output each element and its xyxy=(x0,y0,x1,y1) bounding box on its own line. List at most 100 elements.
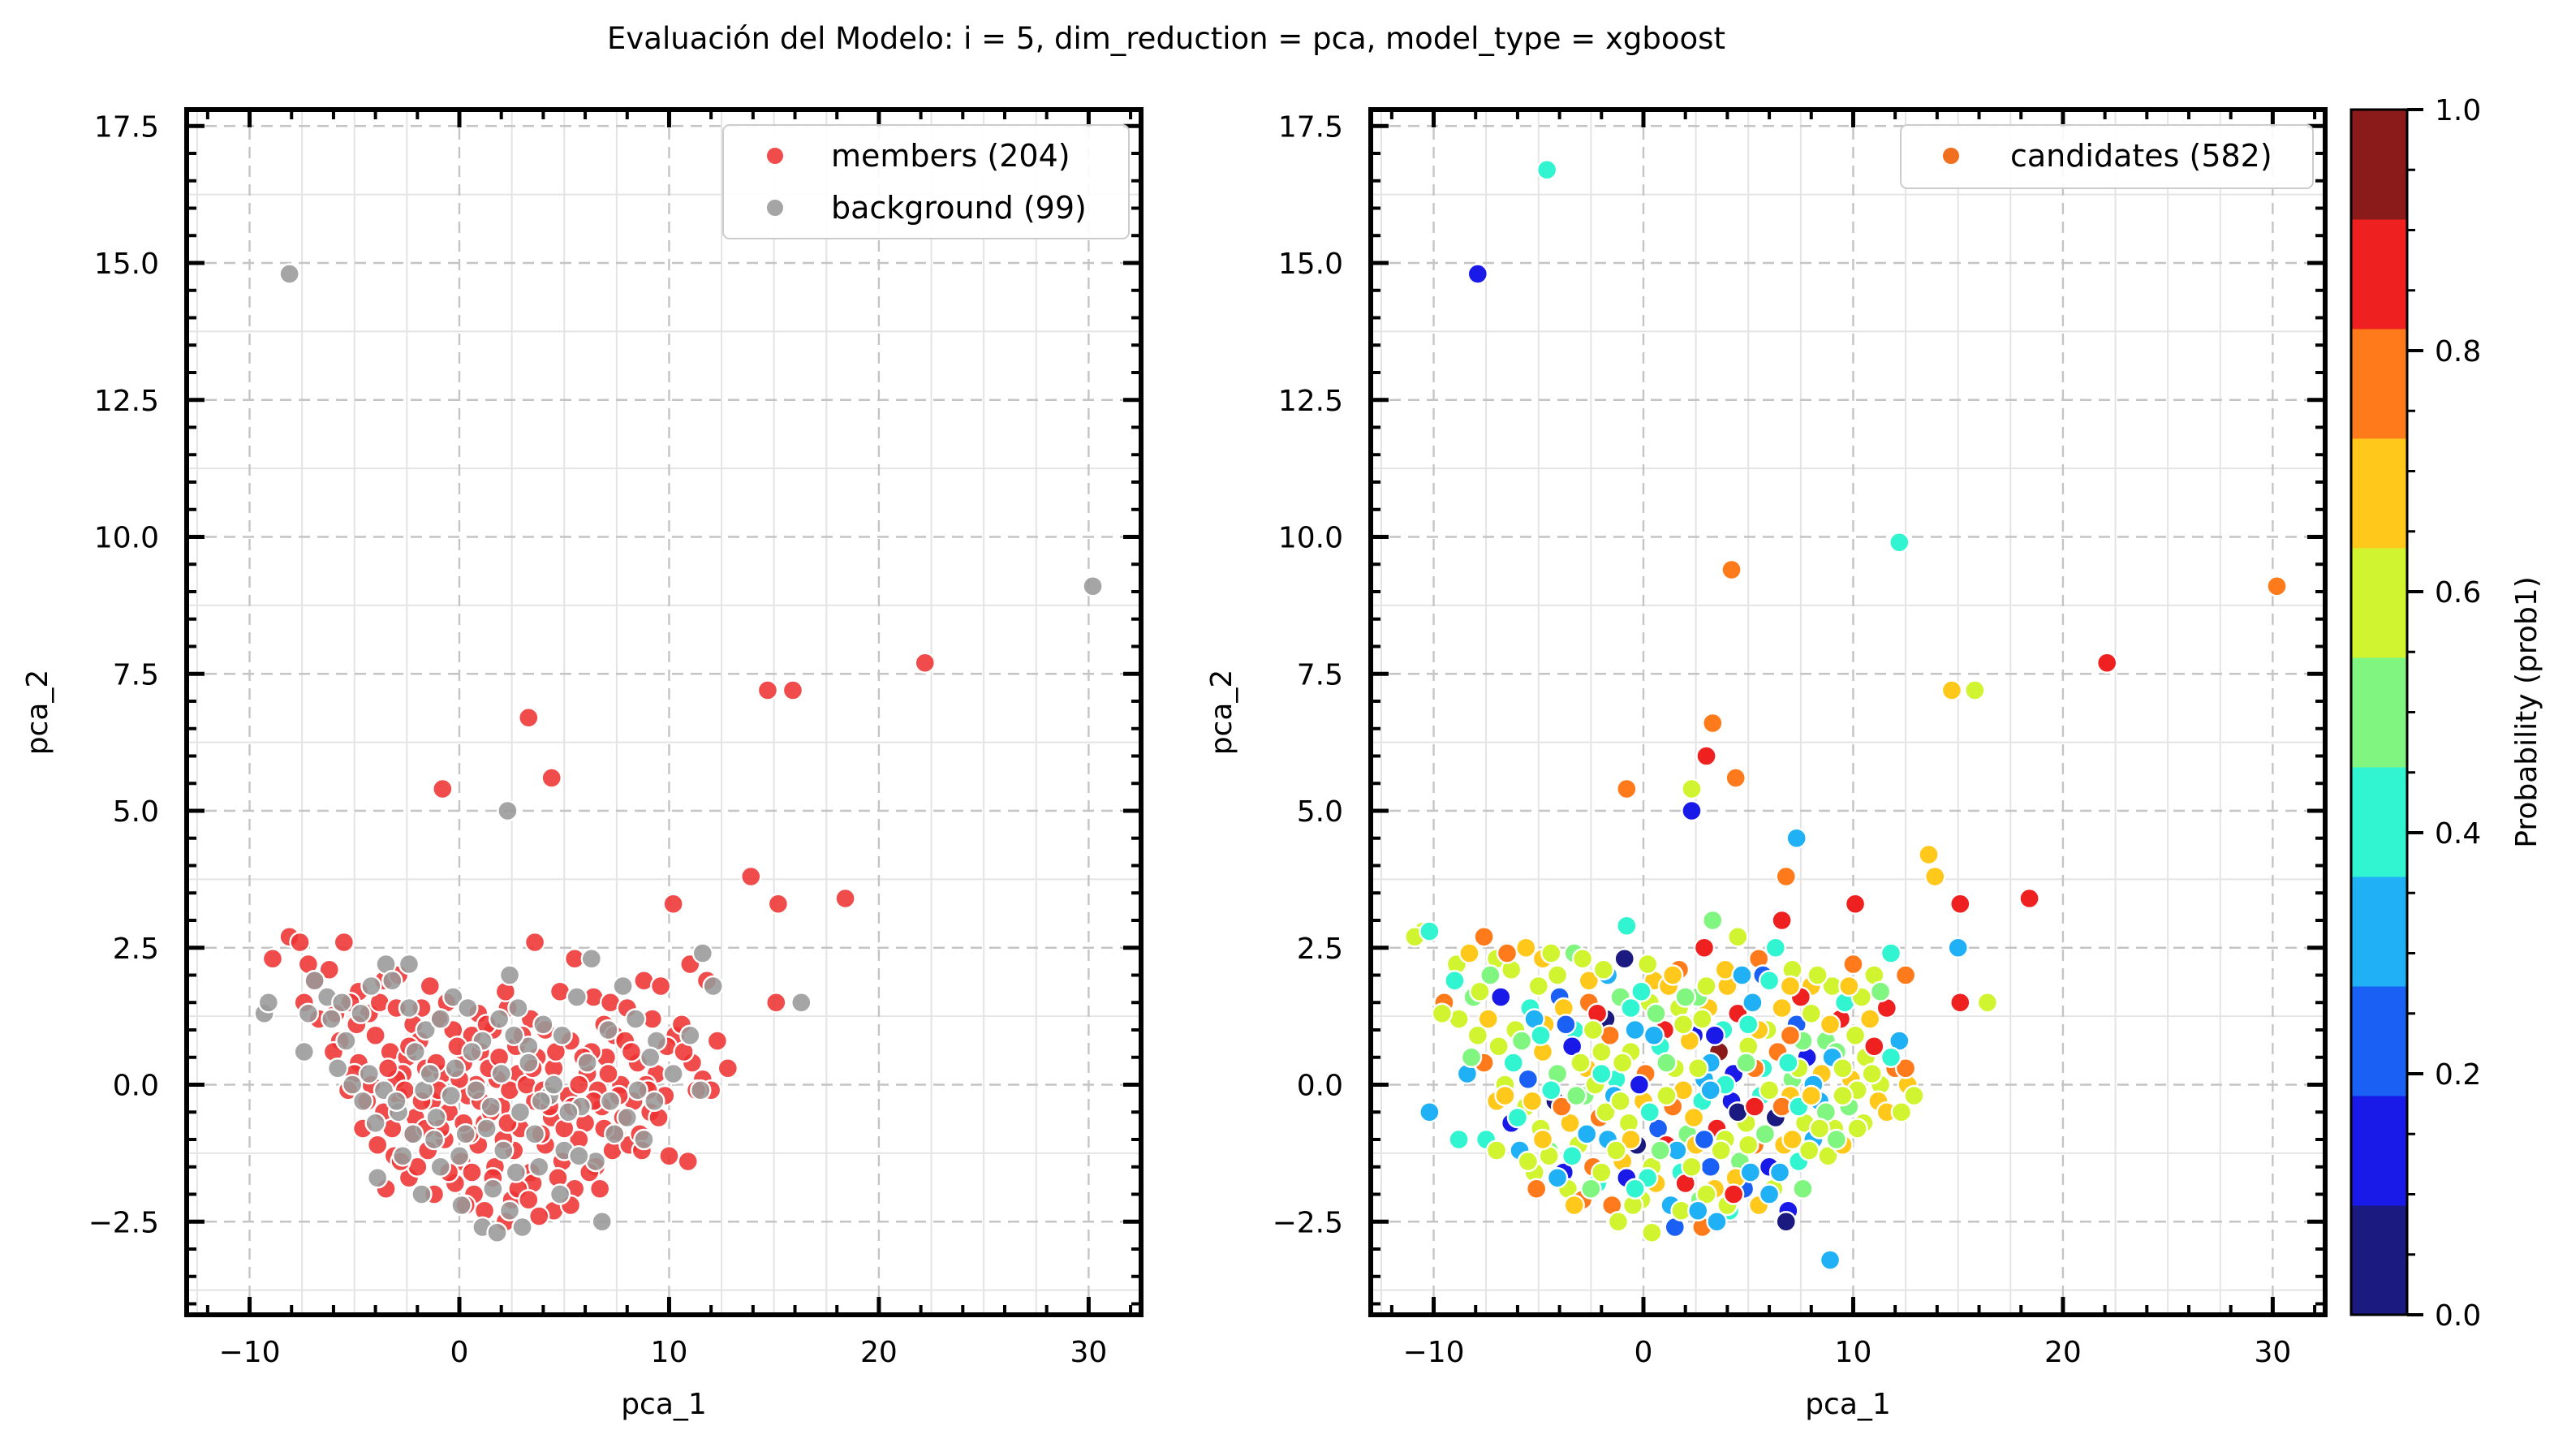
background-point xyxy=(404,1040,426,1063)
candidate-point xyxy=(1903,1084,1925,1107)
background-point xyxy=(335,1030,357,1052)
member-point xyxy=(528,1205,550,1227)
background-point xyxy=(503,1024,525,1046)
background-point xyxy=(278,263,300,285)
candidate-point xyxy=(1517,1068,1540,1090)
legend-marker xyxy=(765,146,785,166)
candidate-point xyxy=(1656,1084,1678,1107)
background-point xyxy=(448,1145,471,1167)
background-point xyxy=(341,1074,364,1096)
candidate-point xyxy=(1546,1167,1569,1189)
candidate-point xyxy=(1674,986,1696,1008)
y-tick-label: −2.5 xyxy=(1273,1206,1343,1239)
background-point xyxy=(576,1052,598,1074)
candidate-point xyxy=(1880,942,1902,964)
background-point xyxy=(331,992,353,1014)
candidate-point xyxy=(1775,1211,1797,1233)
member-point xyxy=(677,1150,699,1173)
background-point xyxy=(790,992,812,1014)
candidate-point xyxy=(1693,1128,1716,1151)
candidate-point xyxy=(1918,843,1940,866)
candidate-point xyxy=(1940,679,1963,701)
legend-box xyxy=(1900,124,2314,189)
x-axis-label: pca_1 xyxy=(1805,1388,1891,1421)
candidate-point xyxy=(1540,1079,1562,1101)
colorbar-tick-label: 1.0 xyxy=(2435,94,2481,127)
colorbar-segment xyxy=(2351,1205,2407,1316)
background-point xyxy=(518,1052,540,1074)
candidate-point xyxy=(1964,679,1986,701)
candidate-point xyxy=(1681,778,1703,800)
colorbar-segment xyxy=(2351,329,2407,439)
background-point xyxy=(543,1074,565,1096)
background-point xyxy=(507,997,529,1019)
member-point xyxy=(419,975,441,997)
candidate-point xyxy=(1540,942,1562,964)
candidate-point xyxy=(1661,964,1684,986)
background-point xyxy=(566,986,588,1008)
ticks xyxy=(1371,110,2325,1315)
candidate-point xyxy=(1771,909,1793,932)
candidate-point xyxy=(1738,1014,1759,1036)
candidate-point xyxy=(1894,1058,1917,1079)
x-axis-label: pca_1 xyxy=(621,1388,707,1421)
candidate-point xyxy=(1825,1128,1847,1151)
member-point xyxy=(461,1161,483,1183)
candidate-point xyxy=(1758,1079,1781,1101)
axes-frame xyxy=(1368,107,2328,1317)
background-point xyxy=(442,986,464,1008)
candidate-point xyxy=(1647,1118,1669,1139)
background-point xyxy=(702,975,724,997)
candidate-point xyxy=(1832,1084,1854,1107)
candidate-point xyxy=(1686,1200,1709,1221)
background-point xyxy=(679,1024,701,1046)
background-point xyxy=(597,1019,619,1041)
background-point xyxy=(1082,575,1104,597)
candidate-point xyxy=(1695,1183,1717,1205)
background-point xyxy=(425,1106,447,1129)
colorbar-tick-label: 0.8 xyxy=(2435,335,2481,368)
background-point xyxy=(599,1090,622,1112)
background-point xyxy=(604,1123,626,1145)
candidate-point xyxy=(1477,1008,1499,1030)
member-point xyxy=(706,1030,729,1052)
candidate-point xyxy=(1880,1046,1902,1068)
x-tick-label: 30 xyxy=(1070,1336,1107,1369)
candidate-point xyxy=(1566,1084,1587,1107)
candidate-point xyxy=(1546,964,1569,986)
member-point xyxy=(658,1145,680,1167)
candidate-point xyxy=(2266,575,2288,597)
background-point xyxy=(691,942,714,964)
x-tick-label: 20 xyxy=(2044,1336,2082,1369)
y-tick-label: 17.5 xyxy=(1278,110,1343,144)
background-point xyxy=(381,970,403,992)
candidate-point xyxy=(1656,1052,1678,1074)
background-point xyxy=(457,997,479,1019)
candidate-point xyxy=(1592,958,1615,980)
candidate-point xyxy=(1620,1128,1642,1151)
candidate-point xyxy=(1431,1002,1454,1024)
background-point xyxy=(640,1046,661,1068)
member-point xyxy=(568,1074,590,1096)
candidate-point xyxy=(1764,937,1787,958)
candidate-point xyxy=(1605,1139,1627,1161)
y-tick-label: 5.0 xyxy=(1297,795,1343,829)
legend-marker xyxy=(1941,146,1961,166)
y-tick-label: 12.5 xyxy=(94,385,159,418)
background-point xyxy=(398,997,420,1019)
candidate-point xyxy=(1563,1194,1585,1217)
candidate-point xyxy=(1842,953,1864,976)
background-point xyxy=(429,1156,451,1178)
background-point xyxy=(591,1211,613,1233)
legend: members (204) background (99) xyxy=(722,124,1130,239)
colorbar-label: Probability (prob1) xyxy=(2510,576,2543,847)
background-point xyxy=(293,1040,315,1063)
background-point xyxy=(358,1062,381,1085)
legend-label: candidates (582) xyxy=(2010,138,2272,174)
candidate-point xyxy=(1591,1062,1613,1085)
background-point xyxy=(423,1128,446,1151)
member-point xyxy=(432,778,454,800)
candidate-point xyxy=(1695,745,1717,767)
candidate-point xyxy=(1721,558,1742,581)
candidate-point xyxy=(1682,1106,1705,1129)
